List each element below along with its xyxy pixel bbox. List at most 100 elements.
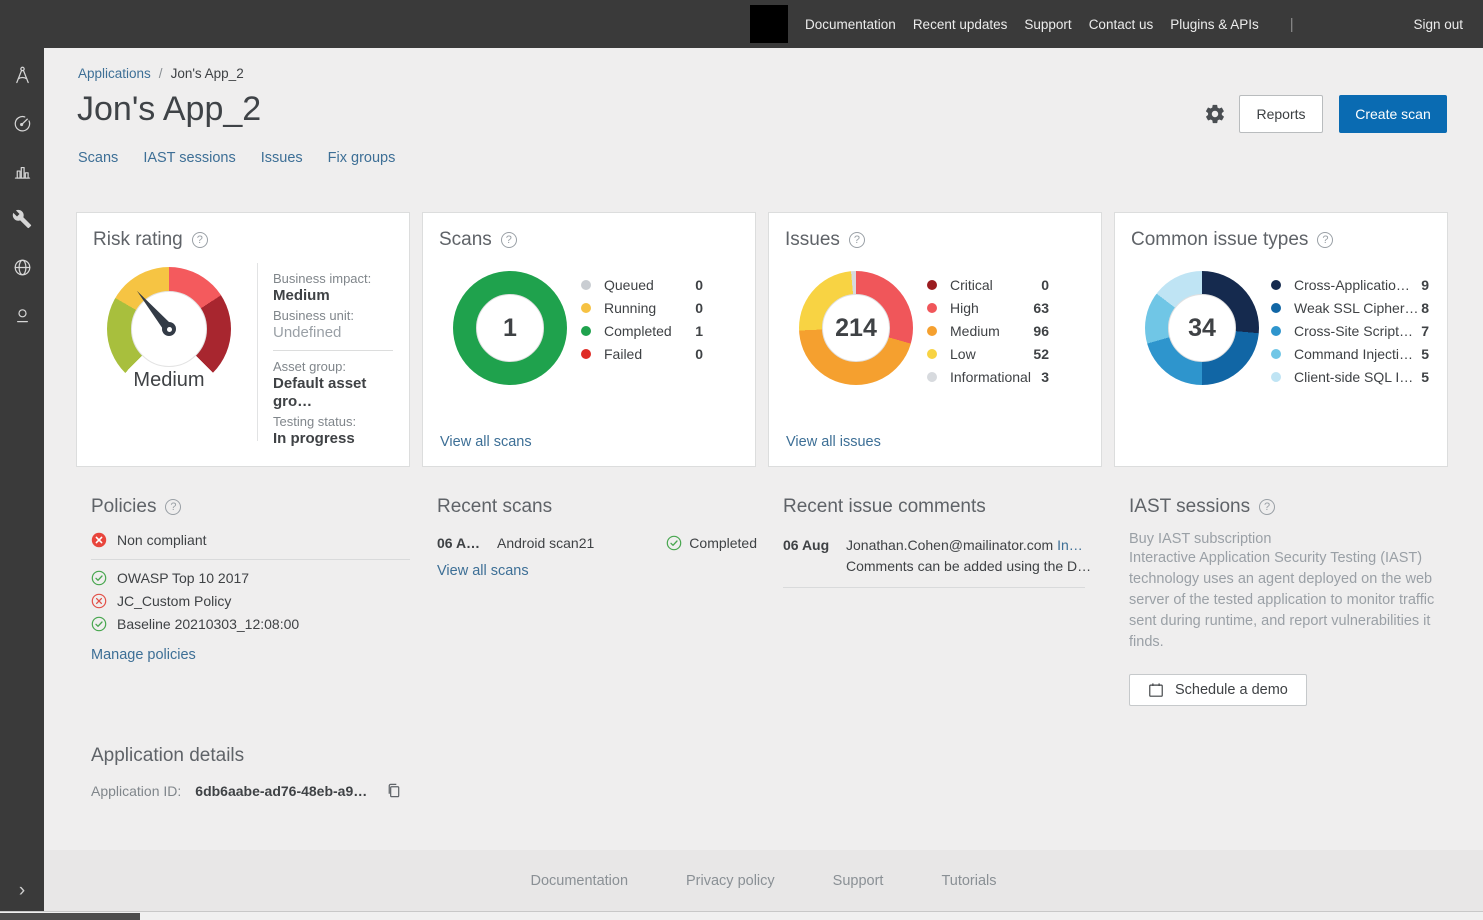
common-issue-types-card: Common issue types ? 34 Cross-Applicatio… xyxy=(1114,212,1448,467)
check-circle-icon xyxy=(91,616,107,632)
risk-gauge: Medium xyxy=(99,263,239,409)
legend-value: 5 xyxy=(1421,369,1429,385)
nav-support[interactable]: Support xyxy=(1024,17,1071,32)
testing-status-value: In progress xyxy=(273,430,399,448)
scans-help-icon[interactable]: ? xyxy=(501,232,517,248)
scans-title-text: Scans xyxy=(439,229,492,251)
footer-tutorials-link[interactable]: Tutorials xyxy=(941,873,996,889)
legend-row: Weak SSL Cipher… 8 xyxy=(1271,296,1429,319)
page-title: Jon's App_2 xyxy=(77,90,261,129)
iast-description: Interactive Application Security Testing… xyxy=(1129,548,1449,653)
tab-iast-sessions[interactable]: IAST sessions xyxy=(143,150,235,166)
reports-button[interactable]: Reports xyxy=(1239,95,1323,133)
legend-row: Completed 1 xyxy=(581,319,703,342)
footer-support-link[interactable]: Support xyxy=(833,873,884,889)
recent-scan-date: 06 A… xyxy=(437,535,497,551)
horizontal-scrollbar-thumb[interactable] xyxy=(0,913,140,920)
iast-help-icon[interactable]: ? xyxy=(1259,499,1275,515)
issues-donut-center: 214 xyxy=(799,271,913,385)
recent-scan-row[interactable]: 06 A… Android scan21 Completed xyxy=(437,535,757,551)
legend-row: Critical 0 xyxy=(927,273,1049,296)
iast-sessions-section: IAST sessions ? Buy IAST subscription In… xyxy=(1129,496,1449,706)
scans-gauge-icon[interactable] xyxy=(0,107,44,139)
legend-value: 63 xyxy=(1033,300,1049,316)
policies-help-icon[interactable]: ? xyxy=(165,499,181,515)
risk-rating-title: Risk rating ? xyxy=(93,229,208,251)
tab-fix-groups[interactable]: Fix groups xyxy=(328,150,396,166)
legend-row: Informational 3 xyxy=(927,365,1049,388)
view-all-scans-link[interactable]: View all scans xyxy=(440,434,532,450)
user-icon[interactable] xyxy=(0,299,44,331)
tab-issues[interactable]: Issues xyxy=(261,150,303,166)
calendar-icon xyxy=(1148,682,1164,698)
running-dot-icon xyxy=(581,303,591,313)
legend-label: Low xyxy=(950,346,1033,362)
sign-out-button[interactable]: Sign out xyxy=(1413,0,1463,48)
legend-label: Critical xyxy=(950,277,1041,293)
footer-privacy-policy-link[interactable]: Privacy policy xyxy=(686,873,775,889)
risk-rating-title-text: Risk rating xyxy=(93,229,183,251)
common-issue-types-help-icon[interactable]: ? xyxy=(1317,232,1333,248)
comment-text: Comments can be added using the D… xyxy=(846,556,1085,577)
recent-issue-comments-title-text: Recent issue comments xyxy=(783,496,986,518)
footer-documentation-link[interactable]: Documentation xyxy=(530,873,628,889)
recent-scan-name: Android scan21 xyxy=(497,535,666,551)
nav-documentation[interactable]: Documentation xyxy=(805,17,896,32)
breadcrumb-separator: / xyxy=(159,66,163,81)
settings-wrench-icon[interactable] xyxy=(0,203,44,235)
check-circle-icon xyxy=(91,570,107,586)
schedule-demo-button[interactable]: Schedule a demo xyxy=(1129,674,1307,706)
legend-value: 1 xyxy=(695,323,703,339)
issue-type-dot-icon xyxy=(1271,349,1281,359)
policy-item-label: Baseline 20210303_12:08:00 xyxy=(117,616,299,632)
brand-logo[interactable] xyxy=(750,5,788,43)
legend-value: 7 xyxy=(1421,323,1429,339)
legend-row: Queued 0 xyxy=(581,273,703,296)
manage-policies-link[interactable]: Manage policies xyxy=(91,647,196,663)
legend-label: Failed xyxy=(604,346,695,362)
issues-help-icon[interactable]: ? xyxy=(849,232,865,248)
globe-icon[interactable] xyxy=(0,251,44,283)
breadcrumb-applications-link[interactable]: Applications xyxy=(78,66,151,81)
buy-iast-subscription-link[interactable]: Buy IAST subscription xyxy=(1129,531,1449,547)
tab-bar: Scans IAST sessions Issues Fix groups xyxy=(78,150,395,166)
create-scan-button[interactable]: Create scan xyxy=(1339,95,1447,133)
recent-scans-title: Recent scans xyxy=(437,496,757,518)
risk-rating-card: Risk rating ? Medium Business impact: Me… xyxy=(76,212,410,467)
nav-plugins-apis[interactable]: Plugins & APIs xyxy=(1170,17,1259,32)
nav-contact-us[interactable]: Contact us xyxy=(1089,17,1154,32)
top-nav-links: Documentation Recent updates Support Con… xyxy=(750,0,1294,48)
legend-label: Cross-Site Script… xyxy=(1294,323,1421,339)
completed-check-icon xyxy=(666,535,682,551)
x-circle-icon xyxy=(91,593,107,609)
applications-compass-icon[interactable] xyxy=(0,59,44,91)
copy-icon[interactable] xyxy=(385,782,402,799)
left-sidebar: › xyxy=(0,0,44,920)
recent-scan-status: Completed xyxy=(666,535,757,551)
legend-row: Running 0 xyxy=(581,296,703,319)
issue-type-dot-icon xyxy=(1271,326,1281,336)
business-unit-value: Undefined xyxy=(273,324,399,342)
iast-sessions-title-text: IAST sessions xyxy=(1129,496,1250,518)
issues-title: Issues ? xyxy=(785,229,865,251)
policies-divider xyxy=(91,559,410,560)
dashboard-bar-chart-icon[interactable] xyxy=(0,155,44,187)
view-all-scans-link-bottom[interactable]: View all scans xyxy=(437,563,529,579)
policy-item-label: JC_Custom Policy xyxy=(117,593,231,609)
common-issue-types-title: Common issue types ? xyxy=(1131,229,1333,251)
view-all-issues-link[interactable]: View all issues xyxy=(786,434,881,450)
issues-card: Issues ? 214 Critical 0 High 63 Medium 9… xyxy=(768,212,1102,467)
settings-gear-icon[interactable] xyxy=(1204,103,1228,127)
nav-recent-updates[interactable]: Recent updates xyxy=(913,17,1008,32)
sidebar-expand-chevron-icon[interactable]: › xyxy=(0,876,44,906)
schedule-demo-label: Schedule a demo xyxy=(1175,682,1288,698)
legend-label: Client-side SQL I… xyxy=(1294,369,1421,385)
top-nav: Documentation Recent updates Support Con… xyxy=(0,0,1483,48)
risk-card-divider xyxy=(257,263,258,441)
application-id-value: 6db6aabe-ad76-48eb-a9… xyxy=(195,783,367,799)
legend-row: Cross-Applicatio… 9 xyxy=(1271,273,1429,296)
risk-gauge-label: Medium xyxy=(99,369,239,392)
risk-rating-help-icon[interactable]: ? xyxy=(192,232,208,248)
tab-scans[interactable]: Scans xyxy=(78,150,118,166)
comment-issue-link[interactable]: In… xyxy=(1057,537,1083,553)
